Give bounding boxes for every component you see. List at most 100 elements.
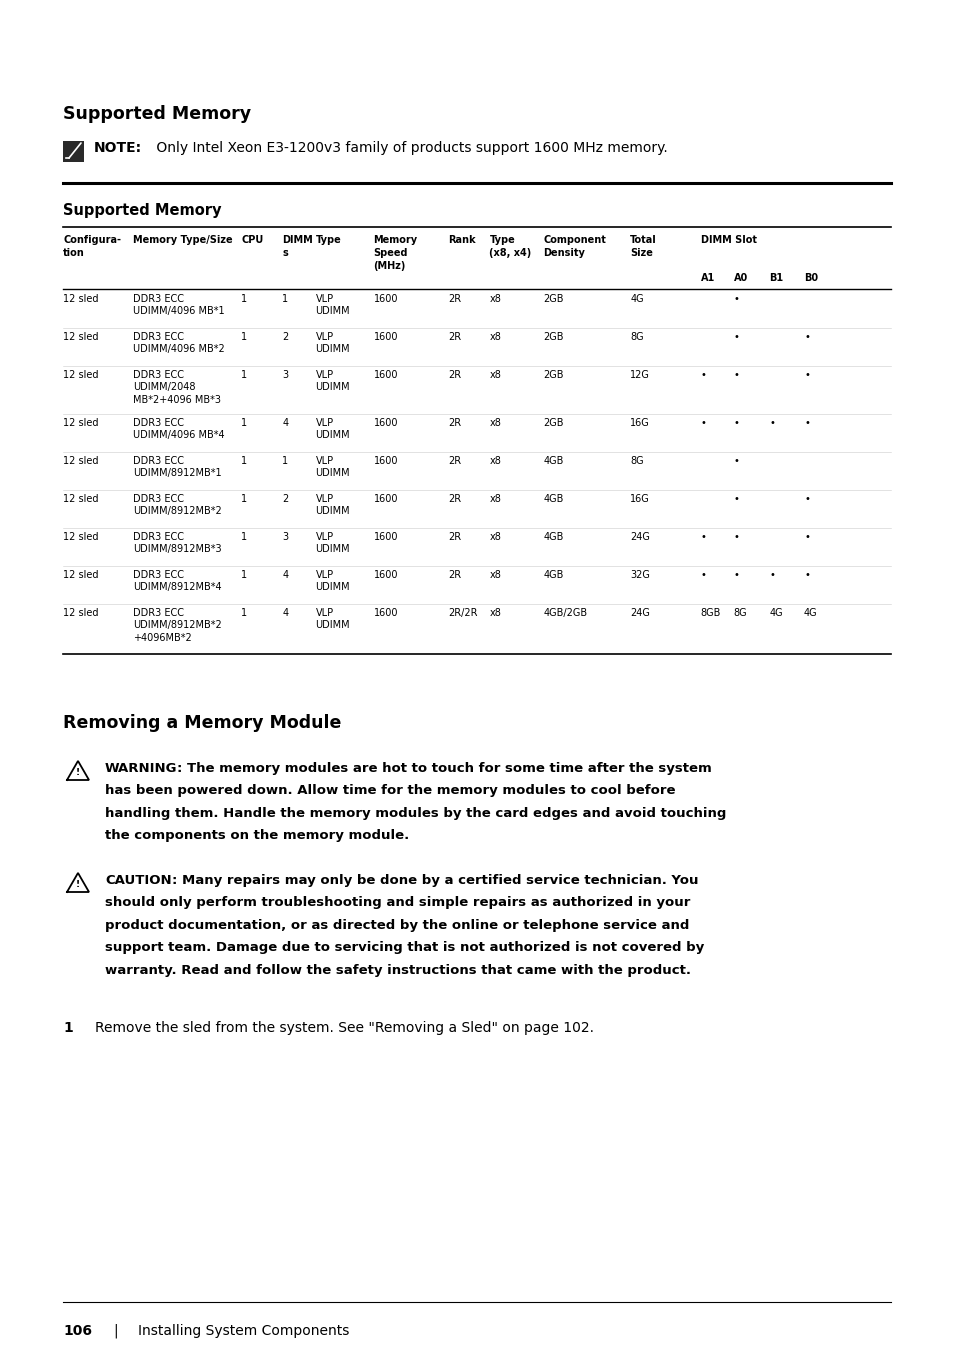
Text: 12 sled: 12 sled [63, 608, 98, 618]
Text: 2R: 2R [448, 531, 460, 542]
Text: •: • [733, 293, 739, 304]
Text: x8: x8 [489, 571, 500, 580]
Text: 4: 4 [282, 608, 288, 618]
Text: VLP
UDIMM: VLP UDIMM [315, 493, 350, 516]
Text: 1: 1 [241, 456, 247, 466]
Text: VLP
UDIMM: VLP UDIMM [315, 608, 350, 630]
Text: 24G: 24G [630, 531, 649, 542]
Text: 1600: 1600 [374, 608, 397, 618]
Text: 2: 2 [282, 333, 289, 342]
Text: x8: x8 [489, 608, 500, 618]
Text: x8: x8 [489, 370, 500, 380]
Text: 8G: 8G [630, 333, 643, 342]
Text: 12 sled: 12 sled [63, 418, 98, 429]
Text: 4GB: 4GB [542, 493, 563, 504]
Text: 2R: 2R [448, 571, 460, 580]
Text: 16G: 16G [630, 493, 649, 504]
Text: •: • [733, 370, 739, 380]
Text: •: • [700, 370, 705, 380]
Text: •: • [733, 571, 739, 580]
Text: 1: 1 [63, 1022, 72, 1036]
Text: 12 sled: 12 sled [63, 370, 98, 380]
Text: Component
Density: Component Density [542, 235, 605, 258]
Text: •: • [733, 493, 739, 504]
Bar [63, 141, 84, 162]
Text: x8: x8 [489, 333, 500, 342]
Text: NOTE:: NOTE: [94, 141, 142, 155]
Text: 1: 1 [241, 370, 247, 380]
Text: has been powered down. Allow time for the memory modules to cool before: has been powered down. Allow time for th… [105, 784, 675, 798]
Text: the components on the memory module.: the components on the memory module. [105, 830, 409, 842]
Text: Type: Type [315, 235, 341, 245]
Text: 12 sled: 12 sled [63, 571, 98, 580]
Text: 4: 4 [282, 571, 288, 580]
Text: Remove the sled from the system. See "Removing a Sled" on page 102.: Remove the sled from the system. See "Re… [95, 1022, 594, 1036]
Text: 4G: 4G [768, 608, 782, 618]
Text: 8G: 8G [733, 608, 746, 618]
Text: Installing System Components: Installing System Components [138, 1324, 349, 1338]
Text: 1600: 1600 [374, 370, 397, 380]
Text: A0: A0 [733, 273, 747, 283]
Text: Memory
Speed
(MHz): Memory Speed (MHz) [374, 235, 417, 272]
Text: Supported Memory: Supported Memory [63, 203, 221, 218]
Text: 1: 1 [282, 293, 288, 304]
Text: VLP
UDIMM: VLP UDIMM [315, 333, 350, 354]
Text: 1: 1 [241, 333, 247, 342]
Text: VLP
UDIMM: VLP UDIMM [315, 370, 350, 392]
Text: •: • [803, 333, 809, 342]
Text: 1: 1 [241, 531, 247, 542]
Text: 4G: 4G [630, 293, 643, 304]
Text: 3: 3 [282, 531, 288, 542]
Text: 8GB: 8GB [700, 608, 720, 618]
Text: 1600: 1600 [374, 333, 397, 342]
Text: 1: 1 [241, 293, 247, 304]
Text: 4GB: 4GB [542, 531, 563, 542]
Text: 2GB: 2GB [542, 333, 563, 342]
Text: 8G: 8G [630, 456, 643, 466]
Text: 1: 1 [241, 608, 247, 618]
Text: Only Intel Xeon E3-1200v3 family of products support 1600 MHz memory.: Only Intel Xeon E3-1200v3 family of prod… [152, 141, 667, 155]
Text: DDR3 ECC
UDIMM/8912MB*4: DDR3 ECC UDIMM/8912MB*4 [133, 571, 222, 592]
Text: 3: 3 [282, 370, 288, 380]
Text: •: • [733, 333, 739, 342]
Text: : The memory modules are hot to touch for some time after the system: : The memory modules are hot to touch fo… [177, 763, 711, 775]
Text: product documentation, or as directed by the online or telephone service and: product documentation, or as directed by… [105, 919, 689, 932]
Text: should only perform troubleshooting and simple repairs as authorized in your: should only perform troubleshooting and … [105, 896, 690, 910]
Text: Removing a Memory Module: Removing a Memory Module [63, 714, 341, 731]
Text: : Many repairs may only be done by a certified service technician. You: : Many repairs may only be done by a cer… [172, 873, 698, 887]
Text: 4GB: 4GB [542, 571, 563, 580]
Text: 1600: 1600 [374, 418, 397, 429]
Text: •: • [768, 571, 775, 580]
Text: 2R: 2R [448, 493, 460, 504]
Text: 2GB: 2GB [542, 293, 563, 304]
Text: warranty. Read and follow the safety instructions that came with the product.: warranty. Read and follow the safety ins… [105, 964, 690, 977]
Text: •: • [733, 456, 739, 466]
Text: x8: x8 [489, 293, 500, 304]
Text: 2R: 2R [448, 418, 460, 429]
Text: Rank: Rank [448, 235, 476, 245]
Text: 1: 1 [282, 456, 288, 466]
Text: •: • [803, 370, 809, 380]
Text: 1: 1 [241, 571, 247, 580]
Text: x8: x8 [489, 456, 500, 466]
Text: Memory Type/Size: Memory Type/Size [133, 235, 233, 245]
Text: 16G: 16G [630, 418, 649, 429]
Text: 1: 1 [241, 418, 247, 429]
Text: !: ! [76, 768, 80, 776]
Text: 2R: 2R [448, 456, 460, 466]
Text: CPU: CPU [241, 235, 263, 245]
Text: DDR3 ECC
UDIMM/4096 MB*1: DDR3 ECC UDIMM/4096 MB*1 [133, 293, 225, 316]
Text: 2R: 2R [448, 293, 460, 304]
Text: •: • [803, 531, 809, 542]
Text: VLP
UDIMM: VLP UDIMM [315, 531, 350, 554]
Text: 1600: 1600 [374, 493, 397, 504]
Text: A1: A1 [700, 273, 714, 283]
Text: •: • [768, 418, 775, 429]
Text: 2R/2R: 2R/2R [448, 608, 477, 618]
Text: DDR3 ECC
UDIMM/8912MB*2: DDR3 ECC UDIMM/8912MB*2 [133, 493, 222, 516]
Text: •: • [803, 493, 809, 504]
Text: VLP
UDIMM: VLP UDIMM [315, 456, 350, 479]
Text: Type
(x8, x4): Type (x8, x4) [489, 235, 531, 258]
Text: 12 sled: 12 sled [63, 333, 98, 342]
Text: DDR3 ECC
UDIMM/8912MB*2
+4096MB*2: DDR3 ECC UDIMM/8912MB*2 +4096MB*2 [133, 608, 222, 642]
